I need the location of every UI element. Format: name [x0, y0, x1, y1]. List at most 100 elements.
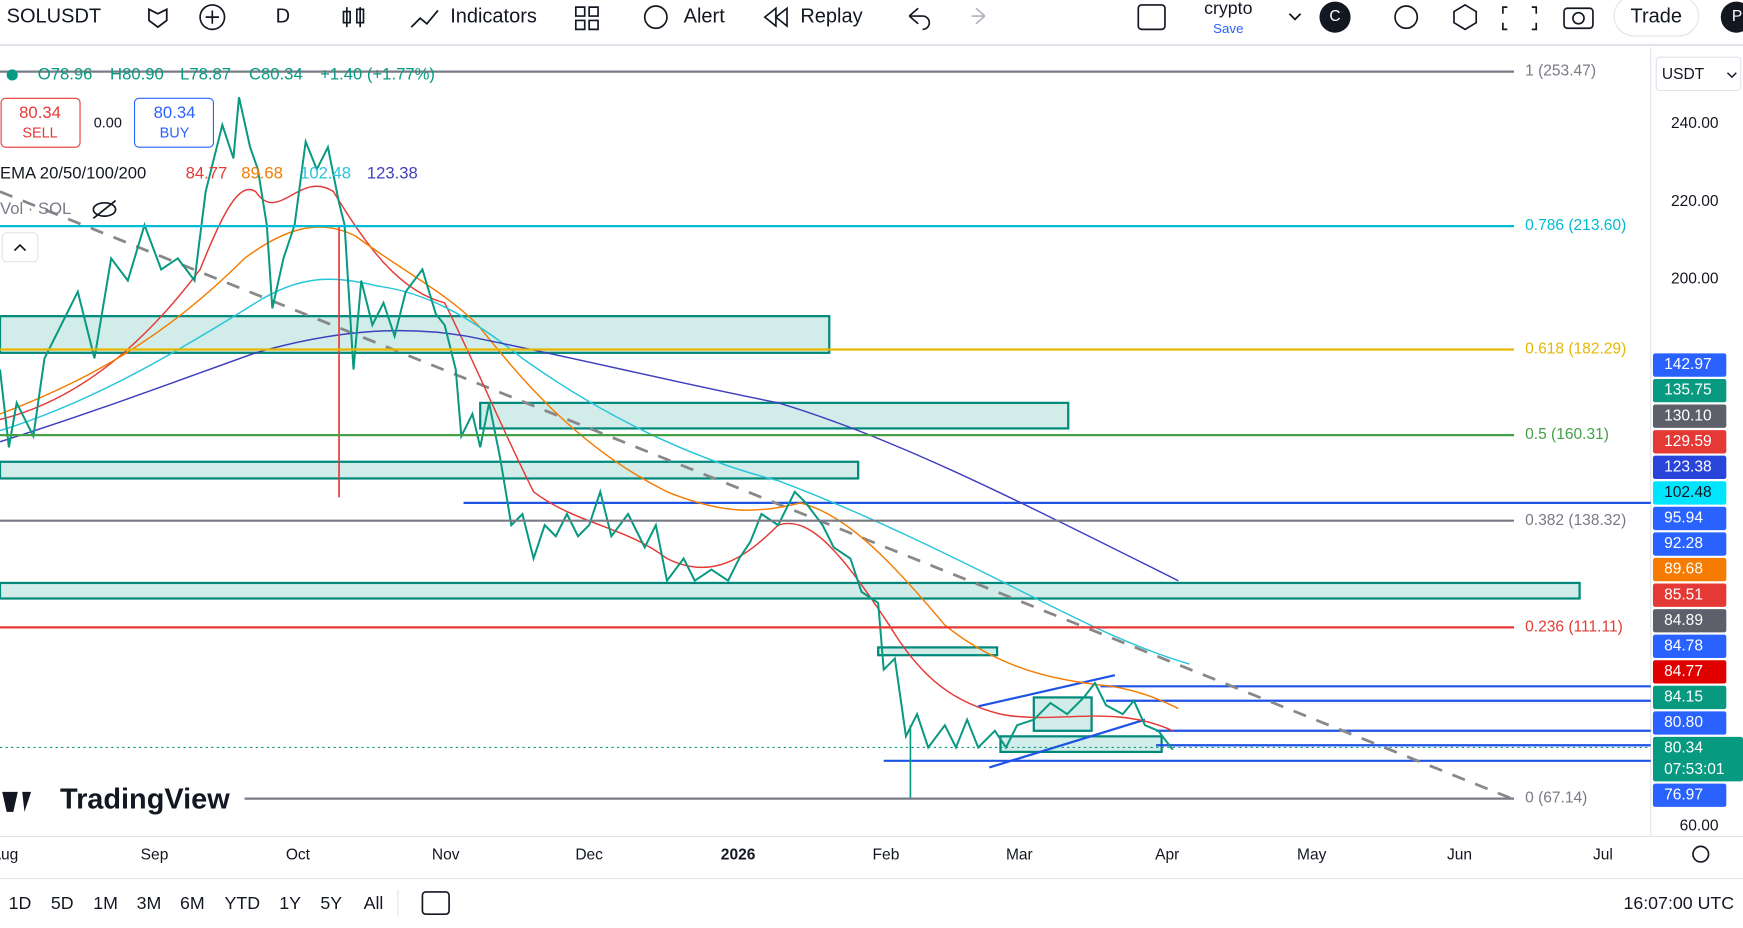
fib-label: 0.382 (138.32) [1525, 512, 1626, 529]
chevron[interactable] [1288, 13, 1302, 21]
price-badge-label: 89.68 [1664, 561, 1703, 578]
countdown: 07:53:01 [1664, 761, 1725, 778]
price-badge-label: 84.89 [1664, 612, 1703, 629]
add-icon[interactable] [199, 4, 226, 31]
price-badge-label: 95.94 [1664, 510, 1703, 527]
range-button[interactable]: 1Y [279, 893, 301, 913]
price-badge [1652, 634, 1727, 658]
trend-line [0, 190, 1513, 800]
indicators-button[interactable]: Indicators [450, 5, 537, 27]
price-badge [1652, 583, 1727, 607]
sell-button[interactable] [0, 97, 81, 148]
buy-label: BUY [160, 126, 190, 142]
chevron [1726, 72, 1737, 79]
avatar[interactable] [1319, 1, 1351, 33]
range-button[interactable]: 5Y [320, 893, 342, 913]
price-badge [1652, 455, 1727, 480]
zone [479, 401, 1070, 430]
layout-name[interactable]: crypto [1204, 0, 1252, 18]
price-badge-label: 85.51 [1664, 586, 1703, 603]
layout-icon[interactable] [1137, 4, 1166, 31]
fib-label: 1 (253.47) [1525, 63, 1596, 80]
redo[interactable] [971, 7, 986, 25]
currency: USDT [1662, 66, 1705, 83]
price-tick-label: 220.00 [1671, 193, 1719, 210]
price-badge-label: 123.38 [1664, 458, 1712, 475]
camera-icon[interactable] [1563, 7, 1594, 30]
time-tick-label: Dec [575, 846, 603, 863]
range-button[interactable]: 6M [180, 893, 205, 913]
ema-100 [0, 278, 1190, 665]
buy-button[interactable] [133, 97, 214, 148]
price-badge-label: 92.28 [1664, 535, 1703, 552]
price-badge [1652, 660, 1727, 684]
camera-lens [1572, 11, 1585, 25]
templates-icon[interactable] [574, 6, 599, 31]
axis-settings[interactable] [1692, 845, 1710, 863]
price-badge-label: 76.97 [1664, 786, 1703, 803]
time-tick-label: Jun [1447, 846, 1472, 863]
bottom-bar: 16:07:00 UTC 1D 5D 1M 3M 6M YTD 1Y 5Y All [0, 878, 1743, 917]
price-badge [1652, 736, 1743, 782]
range-button[interactable]: 1D [9, 893, 32, 913]
zone [0, 581, 1581, 600]
price-badge-label: 102.48 [1664, 484, 1712, 501]
ema-value: 84.77 [186, 163, 228, 182]
range-button[interactable]: 5D [51, 893, 74, 913]
watermark: TradingView [60, 783, 230, 815]
price-badge-label: 80.80 [1664, 714, 1703, 731]
candle-icon[interactable] [342, 7, 365, 28]
legend: O78.96 H80.90 L78.87 C80.34 +1.40 (+1.77… [0, 64, 435, 815]
clock[interactable]: 16:07:00 UTC [1623, 893, 1734, 913]
ohlc-change: +1.40 (+1.77%) [320, 64, 435, 83]
hidden-icon[interactable] [92, 201, 117, 217]
ohlc-close: C80.34 [249, 64, 303, 83]
watermark-logo [2, 791, 32, 812]
price-badge-label: 129.59 [1664, 433, 1712, 450]
fib-label: 0.618 (182.29) [1525, 341, 1626, 358]
settings-icon[interactable] [1453, 3, 1478, 31]
alert-icon [643, 5, 668, 30]
fib-retracement: 1 (253.47) 0.786 (213.60) 0.618 (182.29) 0.… [0, 63, 1626, 807]
search-icon[interactable] [1394, 5, 1419, 30]
price-badge [1652, 532, 1727, 556]
price-badge-label: 135.75 [1664, 382, 1712, 399]
ema-value: 123.38 [367, 163, 418, 182]
price-badge [1652, 711, 1727, 735]
symbol[interactable]: SOLUSDT [7, 5, 101, 27]
range-button[interactable]: 3M [137, 893, 162, 913]
time-axis: Aug Sep Oct Nov Dec 2026 Feb Mar Apr May Jun Jul [0, 845, 1710, 863]
ema-name: EMA 20/50/100/200 [0, 163, 146, 182]
undo[interactable] [908, 7, 931, 31]
time-tick-label: Jul [1593, 846, 1613, 863]
trade-button[interactable]: Trade [1631, 5, 1683, 27]
price-badge-label: 84.77 [1664, 663, 1703, 680]
ema-50 [0, 226, 1179, 710]
alert-button[interactable]: Alert [684, 5, 726, 27]
replay-icon [763, 6, 788, 28]
price-badge-label: 84.78 [1664, 637, 1703, 654]
date-range-icon[interactable] [421, 891, 450, 916]
currency-select[interactable] [1655, 56, 1742, 92]
profile[interactable] [1720, 1, 1743, 33]
interval[interactable]: D [276, 5, 290, 27]
collapse-button[interactable] [1, 232, 39, 263]
icon[interactable] [148, 7, 168, 29]
save-button[interactable]: Save [1213, 21, 1243, 36]
replay-button[interactable]: Replay [800, 5, 862, 27]
range-button[interactable]: All [364, 893, 384, 913]
time-tick-label: Feb [873, 846, 900, 863]
trade-pill[interactable] [1613, 0, 1700, 37]
ohlc-low: L78.87 [180, 64, 231, 83]
price-badge-label: 84.15 [1664, 689, 1703, 706]
range-button[interactable]: 1M [93, 893, 118, 913]
price-badge [1652, 783, 1727, 807]
fib-label: 0.786 (213.60) [1525, 217, 1626, 234]
fullscreen-icon[interactable] [1502, 6, 1538, 31]
status-dot [6, 69, 18, 81]
fib-label: 0.236 (111.11) [1525, 619, 1623, 636]
price-badge-label: 130.10 [1664, 407, 1712, 424]
ema-values: 84.77 89.68 102.48 123.38 [186, 163, 418, 182]
range-button[interactable]: YTD [225, 893, 261, 913]
